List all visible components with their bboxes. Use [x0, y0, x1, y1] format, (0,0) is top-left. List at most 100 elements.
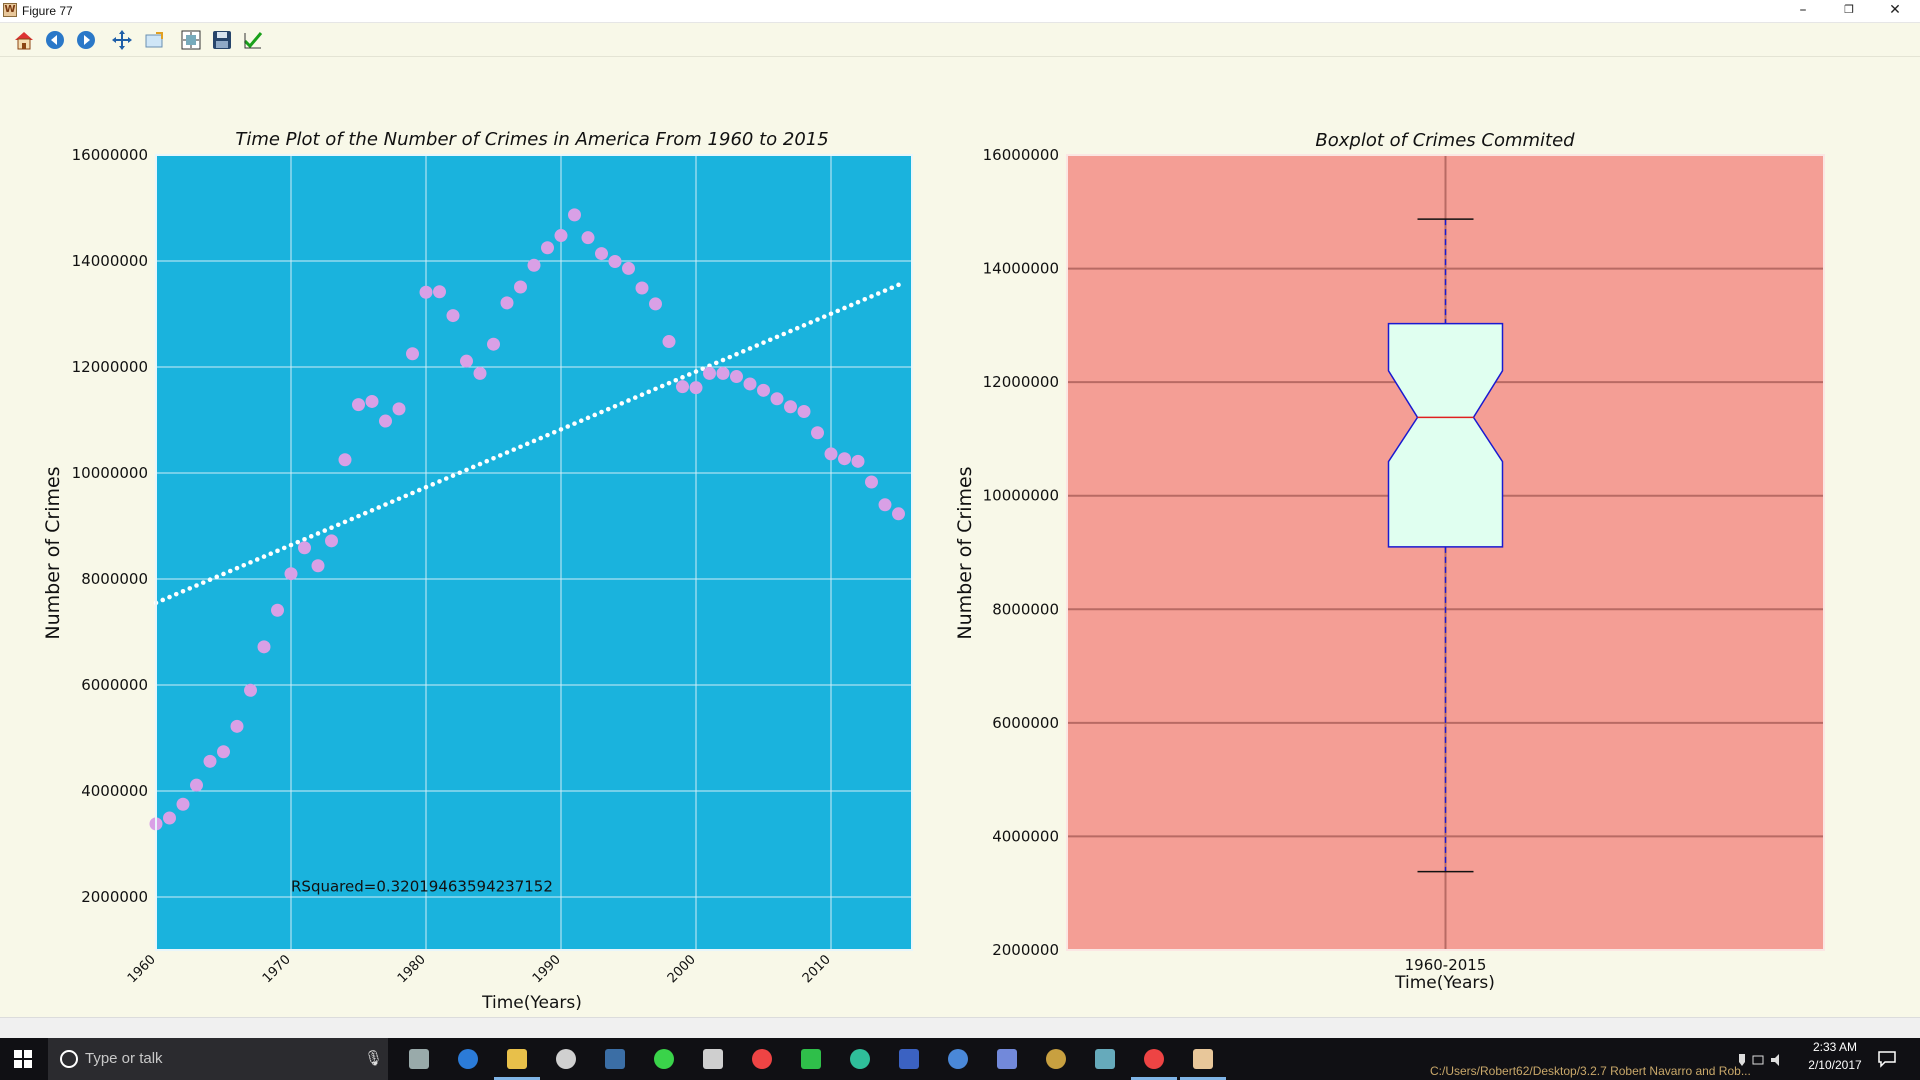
restore-button[interactable]: ❐	[1844, 3, 1854, 16]
back-icon[interactable]	[43, 28, 67, 52]
left-plot-frame	[155, 154, 913, 951]
trend-point	[254, 557, 260, 562]
data-point	[514, 280, 527, 294]
minimize-button[interactable]: –	[1799, 2, 1807, 18]
left-plot-title: Time Plot of the Number of Crimes in Ame…	[235, 129, 829, 150]
data-point	[878, 498, 892, 512]
right-plot-title: Boxplot of Crimes Commited	[1315, 130, 1575, 151]
trend-point	[288, 542, 294, 548]
chrome-icon[interactable]	[747, 1044, 777, 1074]
active-app-indicator	[494, 1077, 540, 1080]
trend-point	[511, 447, 517, 452]
media-icon[interactable]	[1041, 1044, 1071, 1074]
y-tick-label: 8000000	[992, 600, 1059, 618]
data-point	[325, 534, 338, 548]
discord-icon[interactable]	[992, 1044, 1022, 1074]
razer-icon[interactable]	[649, 1044, 679, 1074]
trend-point	[443, 476, 449, 481]
microphone-icon[interactable]: 🎙	[364, 1049, 384, 1067]
uplay-icon[interactable]	[943, 1044, 973, 1074]
data-point	[689, 381, 703, 395]
notifications-icon[interactable]	[1877, 1050, 1897, 1068]
trend-point	[531, 438, 537, 444]
data-point	[838, 452, 851, 466]
save-icon[interactable]	[210, 28, 234, 52]
data-point	[595, 247, 608, 261]
trend-point	[538, 435, 544, 441]
trend-point	[754, 343, 760, 348]
task-view-icon[interactable]	[404, 1044, 434, 1074]
trend-point	[423, 484, 429, 490]
home-icon[interactable]	[12, 28, 36, 52]
data-point	[622, 261, 635, 275]
matplotlib-icon[interactable]	[1188, 1044, 1218, 1074]
taskbar-search[interactable]: Type or talk 🎙	[48, 1038, 388, 1080]
window-title: Figure 77	[22, 4, 73, 18]
pan-icon[interactable]	[110, 28, 134, 52]
trend-point	[646, 389, 652, 395]
trend-point	[774, 334, 780, 340]
trend-point	[882, 288, 888, 293]
data-point	[649, 297, 662, 311]
trend-point	[808, 320, 814, 325]
trend-point	[389, 499, 395, 504]
trend-point	[565, 424, 571, 429]
data-point	[338, 453, 352, 467]
forward-icon[interactable]	[74, 28, 98, 52]
close-button[interactable]: ✕	[1889, 2, 1901, 18]
data-point	[419, 285, 433, 299]
chrome-2-icon[interactable]	[1139, 1044, 1169, 1074]
trend-point	[484, 458, 490, 464]
trend-point	[315, 531, 321, 536]
edge-icon[interactable]	[453, 1044, 483, 1074]
data-point	[824, 447, 838, 461]
trend-point	[329, 525, 334, 530]
steam-icon[interactable]	[600, 1044, 630, 1074]
evernote-icon[interactable]	[796, 1044, 826, 1074]
clock-time[interactable]: 2:33 AM	[1812, 1040, 1858, 1054]
data-point	[203, 754, 217, 768]
trend-point	[707, 363, 712, 369]
data-point	[244, 683, 257, 697]
y-tick-label: 2000000	[992, 941, 1059, 959]
edit-axes-icon[interactable]	[241, 28, 265, 52]
trend-point	[869, 294, 874, 299]
data-point	[743, 377, 757, 391]
trend-point	[794, 325, 800, 331]
subplots-icon[interactable]	[179, 28, 203, 52]
data-point	[770, 392, 784, 406]
y-tick-label: 10000000	[983, 487, 1059, 505]
zoom-icon[interactable]	[142, 28, 166, 52]
app-icon[interactable]	[845, 1044, 875, 1074]
trend-point	[842, 305, 847, 311]
y-tick-label: 4000000	[992, 827, 1059, 845]
trend-point	[855, 299, 861, 305]
trend-point	[376, 505, 382, 510]
trend-point	[227, 568, 233, 574]
trend-point	[248, 560, 253, 565]
right-plot-xlabel: Time(Years)	[1395, 973, 1495, 993]
trend-point	[322, 528, 328, 533]
system-tray-icons[interactable]	[1735, 1052, 1795, 1068]
trend-point	[848, 302, 854, 308]
obs-icon[interactable]	[698, 1044, 728, 1074]
file-explorer-icon[interactable]	[502, 1044, 532, 1074]
data-point	[716, 366, 730, 380]
trend-point	[875, 291, 881, 296]
trend-point	[815, 317, 820, 322]
trend-point	[450, 473, 456, 478]
trend-point	[524, 441, 530, 447]
visual-studio-icon[interactable]	[894, 1044, 924, 1074]
store-icon[interactable]	[551, 1044, 581, 1074]
app2-icon[interactable]	[1090, 1044, 1120, 1074]
trend-point	[167, 594, 172, 600]
trend-point	[457, 470, 463, 476]
start-button[interactable]	[0, 1038, 46, 1080]
trend-point	[585, 415, 591, 421]
trend-point	[349, 516, 355, 522]
x-category-label: 1960-2015	[1405, 956, 1487, 974]
trend-point	[403, 493, 409, 499]
data-point	[662, 335, 676, 349]
trend-point	[416, 487, 422, 493]
clock-date[interactable]: 2/10/2017	[1808, 1058, 1862, 1072]
